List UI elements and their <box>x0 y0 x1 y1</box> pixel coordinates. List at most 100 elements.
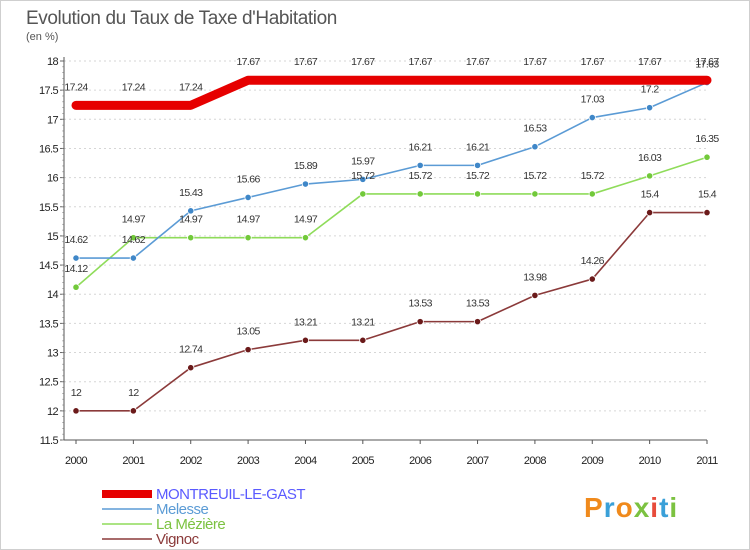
data-label: 17.63 <box>695 59 719 71</box>
data-label: 17.67 <box>638 56 662 68</box>
logo-letter: o <box>616 492 634 523</box>
data-label: 12 <box>128 387 139 399</box>
data-label: 16.21 <box>409 141 433 153</box>
data-label: 17.67 <box>581 56 605 68</box>
data-label: 16.53 <box>523 123 547 135</box>
data-label: 14.97 <box>236 214 260 226</box>
data-point <box>301 180 310 188</box>
data-label: 13.98 <box>523 271 547 283</box>
data-point <box>473 190 482 198</box>
y-tick-label: 12.5 <box>39 377 58 389</box>
y-tick-label: 17 <box>47 114 59 126</box>
data-point <box>588 275 596 283</box>
data-label: 15.72 <box>466 170 490 182</box>
data-label: 17.67 <box>523 56 547 68</box>
data-point <box>416 318 424 326</box>
data-label: 15.72 <box>523 170 547 182</box>
data-point <box>72 254 80 262</box>
logo-letter: P <box>584 492 604 523</box>
data-label: 15.4 <box>698 189 717 201</box>
y-tick-label: 17.5 <box>39 85 58 97</box>
data-label: 17.67 <box>466 56 490 68</box>
logo-letter: i <box>669 492 678 523</box>
data-label: 15.72 <box>409 170 433 182</box>
data-point <box>359 190 367 198</box>
y-tick-label: 13.5 <box>39 318 58 330</box>
series-line-3 <box>75 211 708 412</box>
data-point <box>703 153 711 161</box>
axes: 11.5 12 12.5 13 13.5 14 14.5 15 15.5 16 16.5 17 17.5… <box>39 56 719 467</box>
data-point <box>588 113 596 122</box>
series-line-0 <box>71 75 712 110</box>
data-label: 17.24 <box>64 81 88 93</box>
data-label: 15.4 <box>641 189 660 201</box>
y-tick-label: 13 <box>47 348 59 360</box>
data-label: 14.62 <box>122 234 146 246</box>
data-label: 15.72 <box>581 170 605 182</box>
data-point <box>359 336 367 344</box>
data-label: 17.67 <box>294 56 318 68</box>
x-tick-label: 2009 <box>581 455 604 467</box>
data-label: 14.97 <box>122 214 146 226</box>
data-point <box>646 172 654 180</box>
data-label: 14.26 <box>581 255 605 267</box>
data-label: 17.03 <box>581 94 605 106</box>
proxiti-logo: Proxiti <box>584 492 678 523</box>
data-point <box>473 161 482 169</box>
data-point <box>588 190 596 198</box>
y-tick-label: 16.5 <box>39 143 58 155</box>
legend-label: La Mézière <box>156 516 225 533</box>
logo-letter: r <box>604 492 616 523</box>
data-label: 17.67 <box>695 56 719 68</box>
data-label: 13.21 <box>351 316 375 328</box>
x-tick-label: 2001 <box>122 455 145 467</box>
legend-label: MONTREUIL-LE-GAST <box>156 486 305 503</box>
data-label: 12 <box>71 387 82 399</box>
data-point <box>72 407 80 415</box>
data-label: 17.24 <box>122 81 146 93</box>
data-label: 15.97 <box>351 155 375 167</box>
x-tick-label: 2011 <box>696 455 718 467</box>
data-point <box>72 283 80 291</box>
data-point <box>531 143 539 151</box>
series-layer <box>71 75 712 415</box>
x-tick-label: 2008 <box>524 455 547 467</box>
data-label: 15.72 <box>351 170 375 182</box>
data-label: 14.12 <box>64 263 88 275</box>
data-point <box>359 175 367 183</box>
data-label: 15.66 <box>236 173 260 185</box>
data-point <box>129 407 137 415</box>
data-label: 15.43 <box>179 187 203 199</box>
x-tick-label: 2004 <box>294 455 317 467</box>
y-tick-label: 15.5 <box>39 202 58 214</box>
y-tick-label: 15 <box>47 231 59 243</box>
series-line-1 <box>75 81 708 259</box>
data-label: 17.67 <box>409 56 433 68</box>
data-label: 14.62 <box>64 234 88 246</box>
x-tick-label: 2006 <box>409 455 432 467</box>
data-label: 14.97 <box>294 214 318 226</box>
x-tick-label: 2007 <box>467 455 490 467</box>
data-point <box>244 193 252 202</box>
x-tick-label: 2003 <box>237 455 260 467</box>
logo-letter: x <box>634 492 651 523</box>
data-point <box>129 234 137 242</box>
data-label: 15.89 <box>294 160 318 172</box>
data-label: 17.24 <box>179 81 203 93</box>
data-label: 16.03 <box>638 152 662 164</box>
data-point <box>416 161 424 169</box>
data-label: 16.35 <box>695 133 719 145</box>
data-label: 12.74 <box>179 344 203 356</box>
y-tick-label: 18 <box>47 56 59 68</box>
data-labels: 17.24 17.24 17.24 17.67 17.67 17.67 17.67 17.67… <box>64 56 720 399</box>
chart-subtitle: (en %) <box>26 31 58 43</box>
data-label: 17.67 <box>236 56 260 68</box>
y-tick-label: 16 <box>47 173 59 185</box>
data-point <box>187 207 195 215</box>
logo-letter: t <box>659 492 669 523</box>
data-point <box>244 346 252 354</box>
